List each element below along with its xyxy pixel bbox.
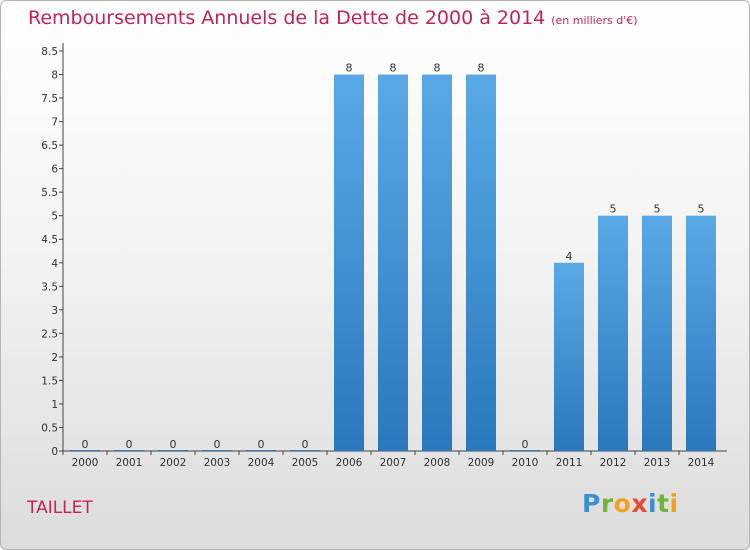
y-tick-label: 7.5 bbox=[41, 93, 58, 105]
bar bbox=[686, 215, 716, 451]
chart-title-main: Remboursements Annuels de la Dette de 20… bbox=[28, 7, 546, 29]
y-tick-label: 4.5 bbox=[41, 234, 58, 246]
bar bbox=[114, 450, 144, 451]
y-tick-label: 5.5 bbox=[41, 187, 58, 199]
y-tick-label: 0.5 bbox=[41, 422, 58, 434]
data-label: 0 bbox=[214, 438, 221, 451]
data-label: 0 bbox=[258, 438, 265, 451]
y-tick-label: 8.5 bbox=[41, 46, 58, 58]
data-label: 0 bbox=[82, 438, 89, 451]
y-tick-label: 3 bbox=[51, 305, 58, 317]
data-label: 5 bbox=[610, 203, 617, 216]
data-label: 4 bbox=[566, 250, 573, 263]
y-tick-label: 5 bbox=[51, 211, 58, 223]
y-tick-label: 3.5 bbox=[41, 281, 58, 293]
data-label: 0 bbox=[126, 438, 133, 451]
y-tick-label: 1.5 bbox=[41, 375, 58, 387]
data-label: 8 bbox=[434, 62, 441, 75]
x-tick-label: 2009 bbox=[468, 457, 495, 469]
bar bbox=[70, 450, 100, 451]
x-tick-label: 2014 bbox=[688, 457, 715, 469]
x-tick-label: 2008 bbox=[424, 457, 451, 469]
x-tick-label: 2003 bbox=[204, 457, 231, 469]
data-label: 8 bbox=[346, 62, 353, 75]
proxiti-logo[interactable]: Proxiti bbox=[582, 489, 679, 518]
x-tick-label: 2006 bbox=[336, 457, 363, 469]
data-label: 5 bbox=[654, 203, 661, 216]
x-tick-label: 2012 bbox=[600, 457, 627, 469]
y-tick-label: 7 bbox=[51, 117, 58, 129]
bar bbox=[378, 74, 408, 451]
y-tick-label: 2 bbox=[51, 352, 58, 364]
x-tick-label: 2000 bbox=[72, 457, 99, 469]
x-tick-label: 2005 bbox=[292, 457, 319, 469]
y-tick-label: 8 bbox=[51, 70, 58, 82]
x-tick-label: 2010 bbox=[512, 457, 539, 469]
bar bbox=[642, 215, 672, 451]
data-label: 8 bbox=[478, 62, 485, 75]
y-tick-label: 4 bbox=[51, 258, 58, 270]
chart-unit: (en milliers d'€) bbox=[551, 14, 638, 27]
x-tick-label: 2004 bbox=[248, 457, 275, 469]
bar bbox=[246, 450, 276, 451]
bar bbox=[422, 74, 452, 451]
bar bbox=[290, 450, 320, 451]
x-tick-label: 2007 bbox=[380, 457, 407, 469]
bar bbox=[202, 450, 232, 451]
bar bbox=[510, 450, 540, 451]
x-tick-label: 2013 bbox=[644, 457, 671, 469]
data-label: 0 bbox=[170, 438, 177, 451]
bar bbox=[598, 215, 628, 451]
chart-title: Remboursements Annuels de la Dette de 20… bbox=[28, 7, 638, 29]
x-tick-label: 2001 bbox=[116, 457, 143, 469]
y-tick-label: 0 bbox=[51, 446, 58, 458]
data-label: 0 bbox=[302, 438, 309, 451]
y-tick-label: 2.5 bbox=[41, 328, 58, 340]
y-tick-label: 6 bbox=[51, 164, 58, 176]
bar bbox=[334, 74, 364, 451]
data-label: 8 bbox=[390, 62, 397, 75]
data-label: 0 bbox=[522, 438, 529, 451]
commune-name: TAILLET bbox=[27, 498, 93, 518]
data-label: 5 bbox=[698, 203, 705, 216]
y-tick-label: 6.5 bbox=[41, 140, 58, 152]
bar bbox=[466, 74, 496, 451]
x-tick-label: 2011 bbox=[556, 457, 583, 469]
bar bbox=[158, 450, 188, 451]
y-tick-label: 1 bbox=[51, 399, 58, 411]
x-tick-label: 2002 bbox=[160, 457, 187, 469]
bar bbox=[554, 262, 584, 451]
